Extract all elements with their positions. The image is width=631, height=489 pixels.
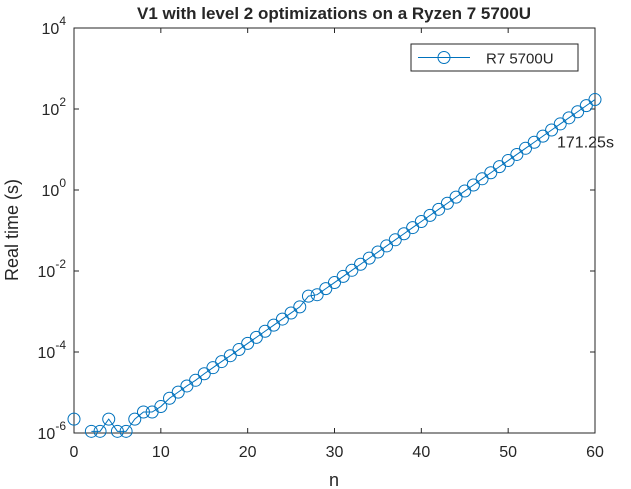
x-tick-label: 50 xyxy=(499,444,517,461)
marker xyxy=(475,172,489,186)
marker xyxy=(197,367,211,381)
marker xyxy=(93,424,107,438)
marker xyxy=(293,300,307,314)
marker xyxy=(380,239,394,253)
y-tick-power: 2 xyxy=(59,95,66,109)
x-tick-label: 10 xyxy=(152,444,170,461)
y-tick-label: 10-2 xyxy=(38,257,67,281)
y-tick-label: 104 xyxy=(42,14,67,38)
series-line xyxy=(91,99,596,432)
marker xyxy=(345,263,359,277)
x-axis-label: n xyxy=(329,470,339,489)
marker xyxy=(553,117,567,131)
marker xyxy=(171,385,185,399)
marker xyxy=(67,412,81,426)
x-tick-label: 20 xyxy=(239,444,257,461)
marker xyxy=(232,343,246,357)
marker xyxy=(527,135,541,149)
marker xyxy=(432,202,446,216)
x-tick-label: 40 xyxy=(412,444,430,461)
marker xyxy=(336,269,350,283)
y-tick-base: 10 xyxy=(38,345,56,362)
y-tick-label: 102 xyxy=(42,95,67,119)
y-tick-base: 10 xyxy=(42,21,60,38)
marker xyxy=(588,93,602,107)
y-tick-label: 100 xyxy=(42,176,67,200)
marker xyxy=(397,227,411,241)
marker xyxy=(484,166,498,180)
y-axis-label: Real time (s) xyxy=(2,179,22,281)
marker xyxy=(362,251,376,265)
marker xyxy=(128,412,142,426)
marker xyxy=(249,330,263,344)
marker xyxy=(414,214,428,228)
marker xyxy=(189,373,203,387)
marker xyxy=(562,111,576,125)
marker xyxy=(579,99,593,113)
marker xyxy=(510,147,524,161)
marker xyxy=(301,289,315,303)
y-tick-power: -6 xyxy=(55,419,66,433)
marker xyxy=(136,405,150,419)
y-tick-label: 10-6 xyxy=(38,419,67,443)
marker xyxy=(102,412,116,426)
x-tick-label: 30 xyxy=(326,444,344,461)
marker xyxy=(440,196,454,210)
marker xyxy=(449,190,463,204)
marker xyxy=(223,349,237,363)
legend-marker xyxy=(437,51,451,64)
marker xyxy=(310,288,324,302)
y-tick-base: 10 xyxy=(38,426,56,443)
marker xyxy=(241,336,255,350)
marker xyxy=(275,312,289,326)
y-tick-label: 10-4 xyxy=(38,338,67,362)
marker xyxy=(84,424,98,438)
marker xyxy=(163,391,177,405)
marker xyxy=(328,276,341,290)
marker xyxy=(319,282,333,296)
y-tick-power: -4 xyxy=(55,338,66,352)
y-tick-base: 10 xyxy=(38,264,56,281)
marker xyxy=(388,233,402,247)
y-tick-power: -2 xyxy=(55,257,66,271)
marker xyxy=(206,361,220,375)
marker xyxy=(258,324,272,338)
marker xyxy=(371,245,385,259)
x-tick-label: 0 xyxy=(70,444,79,461)
marker xyxy=(571,105,585,119)
marker xyxy=(458,184,472,198)
x-tick-label: 60 xyxy=(586,444,604,461)
marker xyxy=(519,141,533,155)
marker xyxy=(406,221,420,235)
marker xyxy=(536,129,550,143)
marker xyxy=(119,424,133,438)
marker xyxy=(466,178,480,192)
y-tick-power: 0 xyxy=(59,176,66,190)
marker xyxy=(423,208,437,222)
plot-box xyxy=(73,27,596,434)
legend-label: R7 5700U xyxy=(486,51,554,68)
marker xyxy=(154,400,168,414)
marker xyxy=(110,424,124,438)
y-tick-base: 10 xyxy=(42,183,60,200)
marker xyxy=(501,154,515,168)
marker xyxy=(354,257,368,271)
marker xyxy=(545,123,559,137)
marker xyxy=(267,318,281,332)
y-tick-base: 10 xyxy=(42,102,60,119)
marker xyxy=(492,160,506,174)
chart-title: V1 with level 2 optimizations on a Ryzen… xyxy=(137,4,531,23)
y-tick-power: 4 xyxy=(59,14,66,28)
marker xyxy=(284,306,298,320)
value-label: 171.25s xyxy=(557,135,614,152)
